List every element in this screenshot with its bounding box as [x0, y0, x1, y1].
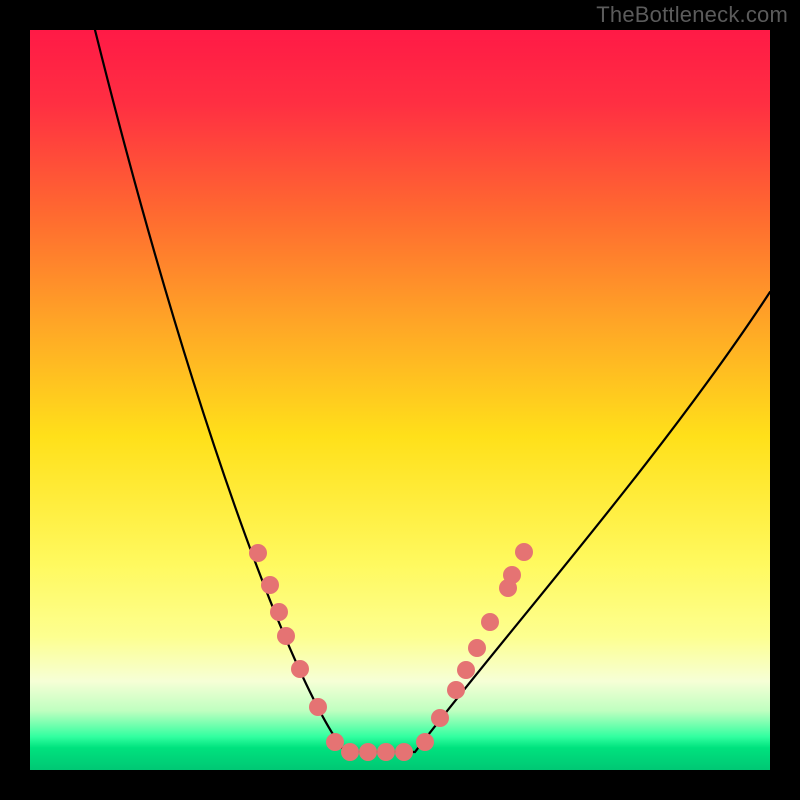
marker-point	[326, 733, 344, 751]
marker-point	[447, 681, 465, 699]
marker-point	[457, 661, 475, 679]
marker-point	[431, 709, 449, 727]
marker-point	[249, 544, 267, 562]
chart-svg	[0, 0, 800, 800]
marker-point	[359, 743, 377, 761]
plot-background	[30, 30, 770, 770]
marker-point	[468, 639, 486, 657]
marker-point	[277, 627, 295, 645]
marker-point	[377, 743, 395, 761]
marker-point	[270, 603, 288, 621]
marker-point	[481, 613, 499, 631]
marker-point	[503, 566, 521, 584]
marker-point	[291, 660, 309, 678]
marker-point	[515, 543, 533, 561]
marker-point	[309, 698, 327, 716]
marker-point	[341, 743, 359, 761]
chart-root: TheBottleneck.com	[0, 0, 800, 800]
watermark-text: TheBottleneck.com	[596, 2, 788, 28]
marker-point	[395, 743, 413, 761]
marker-point	[416, 733, 434, 751]
marker-point	[261, 576, 279, 594]
